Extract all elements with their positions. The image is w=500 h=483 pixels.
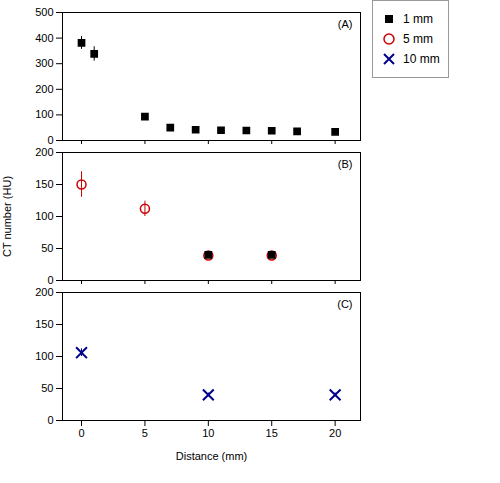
svg-text:CT number (HU): CT number (HU) <box>1 176 13 257</box>
svg-text:20: 20 <box>329 427 341 439</box>
html-text:10 mm: 10 mm <box>403 52 440 66</box>
svg-text:0: 0 <box>47 274 53 284</box>
svg-text:10: 10 <box>202 427 214 439</box>
svg-text:150: 150 <box>35 318 53 330</box>
svg-text:(B): (B) <box>338 158 353 170</box>
svg-text:100: 100 <box>35 350 53 362</box>
svg-text:(A): (A) <box>338 18 353 30</box>
svg-text:500: 500 <box>35 6 53 18</box>
svg-text:5: 5 <box>142 427 148 439</box>
svg-text:100: 100 <box>35 210 53 222</box>
svg-text:150: 150 <box>35 178 53 190</box>
svg-text:400: 400 <box>35 32 53 44</box>
svg-text:200: 200 <box>35 83 53 95</box>
svg-text:0: 0 <box>78 427 84 439</box>
svg-text:Distance (mm): Distance (mm) <box>176 450 248 462</box>
svg-text:50: 50 <box>41 382 53 394</box>
svg-text:15: 15 <box>266 427 278 439</box>
html-text:1 mm: 1 mm <box>403 12 433 26</box>
svg-text:50: 50 <box>41 242 53 254</box>
svg-text:200: 200 <box>35 146 53 158</box>
svg-text:300: 300 <box>35 57 53 69</box>
html-text:5 mm: 5 mm <box>403 32 433 46</box>
svg-text:0: 0 <box>47 414 53 426</box>
svg-text:100: 100 <box>35 108 53 120</box>
svg-text:200: 200 <box>35 286 53 298</box>
svg-text:(C): (C) <box>337 298 352 310</box>
svg-text:0: 0 <box>47 134 53 144</box>
